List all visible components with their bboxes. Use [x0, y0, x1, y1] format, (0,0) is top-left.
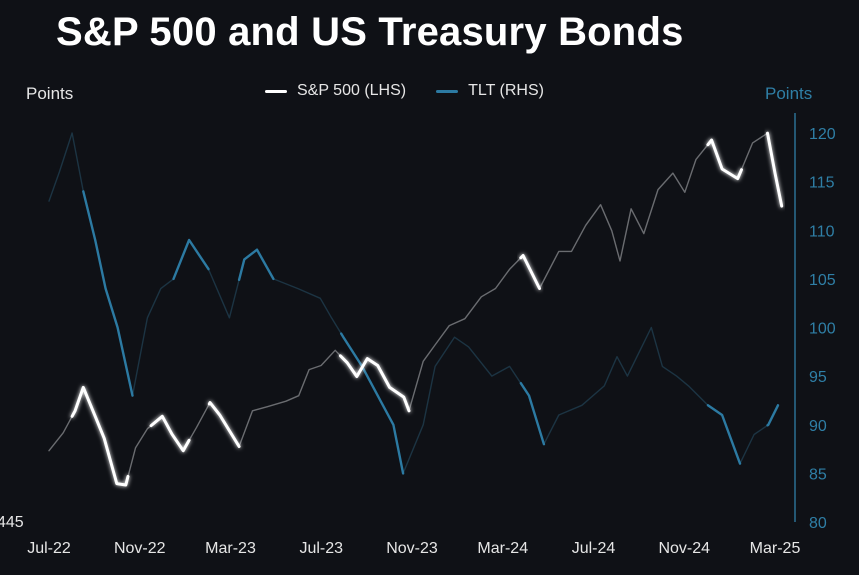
legend-item-tlt: TLT (RHS) [436, 82, 544, 100]
spx-highlight-segment-6 [706, 138, 743, 181]
left-axis-title: Points [26, 84, 74, 103]
spx-highlight-segment-4 [338, 354, 411, 413]
legend-label-spx: S&P 500 (LHS) [297, 82, 407, 99]
y-right-tick-label: 95 [809, 369, 827, 386]
y-right-tick-label: 120 [809, 126, 836, 143]
y-right-tick-label: 90 [809, 418, 827, 435]
right-axis-title: Points [765, 84, 813, 103]
x-tick-label: Mar-23 [205, 540, 256, 557]
spx-highlight-segment-5 [519, 254, 541, 290]
x-tick-label: Nov-24 [658, 540, 710, 557]
x-tick-label: Nov-23 [386, 540, 438, 557]
legend-swatch-spx [265, 89, 287, 93]
legend-swatch-tlt [436, 89, 459, 93]
x-tick-label: Mar-25 [750, 540, 801, 557]
tlt-highlight-segment-1 [82, 190, 134, 397]
y-right-tick-label: 115 [809, 175, 835, 192]
legend: S&P 500 (LHS) TLT (RHS) [265, 82, 544, 100]
x-tick-label: Jul-22 [27, 540, 71, 557]
tlt-highlight-segment-3 [237, 248, 275, 281]
x-tick-label: Nov-22 [114, 540, 166, 557]
y-right-tick-label: 110 [809, 223, 835, 240]
chart-title: S&P 500 and US Treasury Bonds [56, 10, 684, 54]
tlt-highlight-segment-2 [172, 238, 210, 281]
y-right-tick-label: 85 [809, 466, 827, 483]
tlt-highlight-segment-4 [340, 332, 405, 475]
x-tick-label: Mar-24 [477, 540, 528, 557]
x-tick-label: Jul-24 [572, 540, 616, 557]
spx-highlight-segment-2 [149, 414, 191, 453]
tlt-highlight-segment-7 [766, 404, 780, 427]
legend-item-spx: S&P 500 (LHS) [265, 82, 406, 100]
spx-highlight-segment-3 [207, 401, 241, 448]
legend-label-tlt: TLT (RHS) [468, 82, 544, 99]
axes-labels: Jul-22 Nov-22 Mar-23 Jul-23 Nov-23 Mar-24 Jul-… [0, 126, 836, 557]
spx-highlight-segment-1 [70, 385, 130, 487]
tlt-highlight-segment-6 [706, 404, 742, 465]
x-tick-label: Jul-23 [299, 540, 343, 557]
spx-series-line [48, 132, 783, 486]
tlt-series-line [48, 132, 779, 475]
plot-area [48, 131, 784, 487]
tlt-highlight-segment-5 [519, 382, 546, 446]
y-right-tick-label: 80 [809, 515, 827, 532]
spx-highlight-segment-7 [766, 131, 784, 208]
y-right-tick-label: 100 [809, 321, 836, 338]
y-left-tick-label: 445 [0, 514, 24, 531]
y-right-tick-label: 105 [809, 272, 836, 289]
